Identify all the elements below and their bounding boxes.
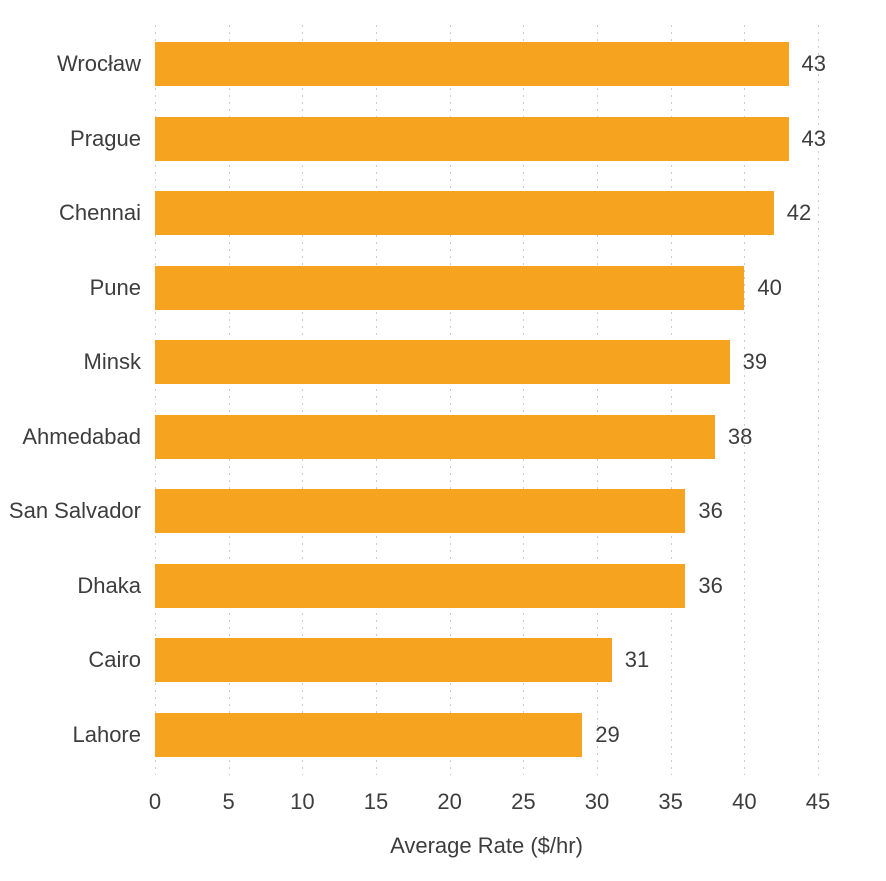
x-tick-label-25: 25 xyxy=(511,789,536,814)
gridline-20 xyxy=(449,25,451,775)
bar xyxy=(155,116,789,161)
x-tick-label-15: 15 xyxy=(363,789,389,814)
category-label: Dhaka xyxy=(77,572,141,598)
gridline-5 xyxy=(228,25,230,775)
value-label: 36 xyxy=(698,498,723,523)
category-label: Minsk xyxy=(83,349,141,374)
gridline-15 xyxy=(376,25,377,775)
value-label: 31 xyxy=(624,647,650,672)
bar xyxy=(155,414,715,459)
x-tick-label-45: 45 xyxy=(805,789,831,814)
value-label: 36 xyxy=(698,572,723,598)
value-label: 40 xyxy=(757,274,782,300)
x-tick-label-40: 40 xyxy=(732,789,757,814)
x-tick-label-20: 20 xyxy=(437,789,462,814)
bar xyxy=(155,42,789,86)
bar xyxy=(155,712,583,757)
bar xyxy=(155,489,686,533)
category-label: Chennai xyxy=(59,200,141,225)
value-label: 29 xyxy=(595,721,620,747)
value-label: 38 xyxy=(727,423,753,449)
category-label: Pune xyxy=(89,274,141,300)
bar xyxy=(155,638,612,682)
category-label: Lahore xyxy=(72,721,141,747)
x-tick-label-0: 0 xyxy=(148,789,162,814)
bar xyxy=(155,340,730,384)
category-label: Ahmedabad xyxy=(22,423,141,449)
value-label: 39 xyxy=(742,349,768,374)
bar xyxy=(155,563,686,608)
gridline-0 xyxy=(155,25,156,775)
x-tick-label-30: 30 xyxy=(584,789,610,814)
category-label: San Salvador xyxy=(8,498,141,523)
x-axis-title: Average Rate ($/hr) xyxy=(390,833,583,858)
category-label: Cairo xyxy=(88,647,141,672)
category-label: Wrocław xyxy=(57,51,141,76)
value-label: 43 xyxy=(801,125,827,151)
gridline-30 xyxy=(597,25,598,775)
x-tick-label-35: 35 xyxy=(658,789,683,814)
bar xyxy=(155,191,774,235)
x-tick-label-5: 5 xyxy=(222,789,235,814)
gridline-25 xyxy=(523,25,525,775)
x-tick-label-10: 10 xyxy=(290,789,315,814)
gridline-45 xyxy=(818,25,819,775)
gridline-10 xyxy=(302,25,304,775)
value-label: 42 xyxy=(786,200,812,225)
category-label: Prague xyxy=(70,125,141,151)
gridline-35 xyxy=(670,25,672,775)
value-label: 43 xyxy=(801,51,827,76)
bar xyxy=(155,265,745,310)
gridline-40 xyxy=(744,25,746,775)
